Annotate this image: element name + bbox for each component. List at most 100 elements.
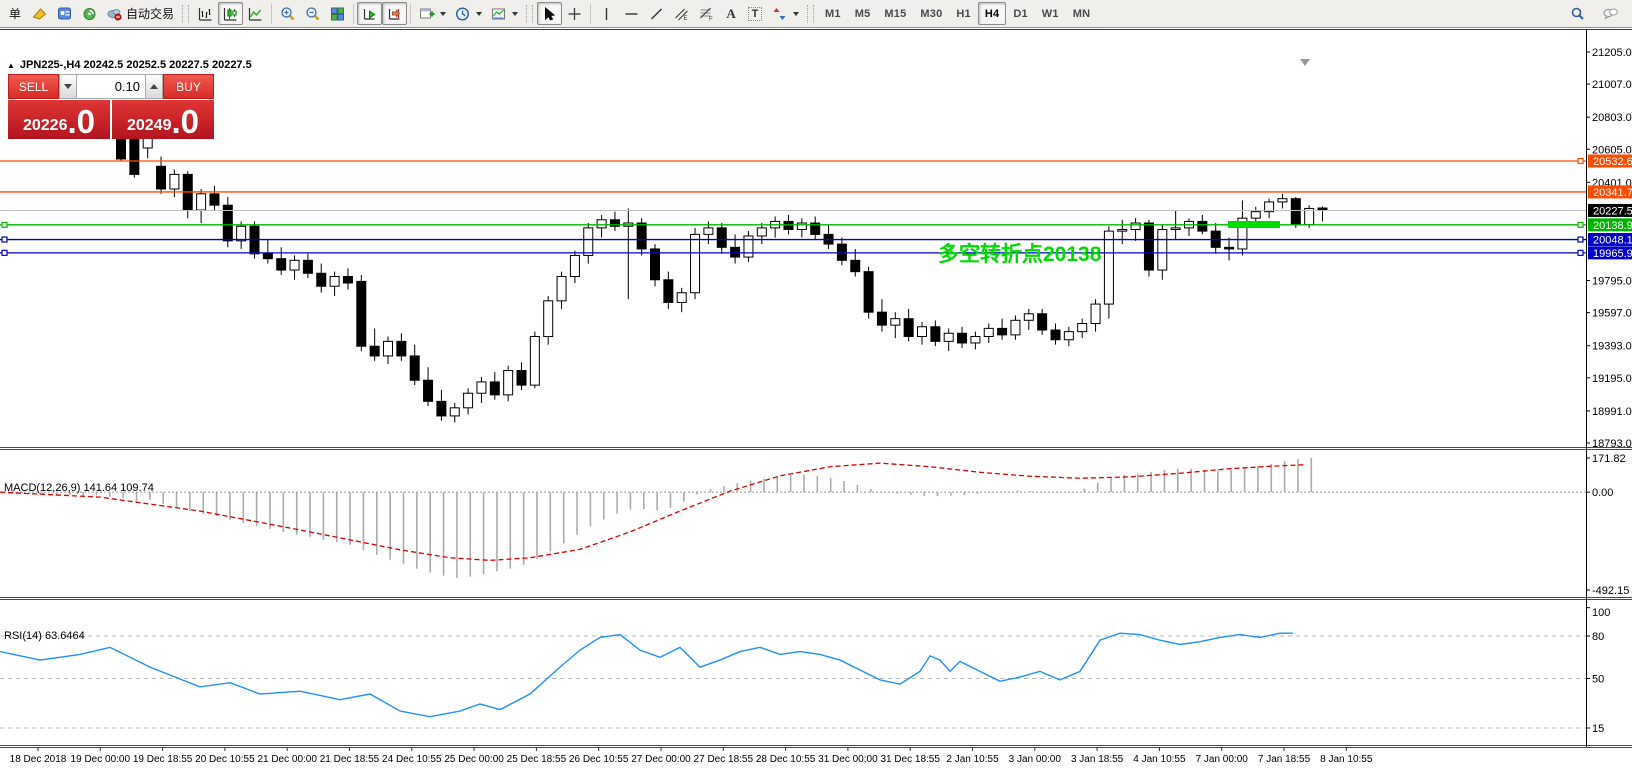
price-axis: 21205.021007.020803.020605.020401.019795… xyxy=(1586,30,1632,747)
tile-windows-button[interactable] xyxy=(325,2,350,25)
svg-text:20138.9: 20138.9 xyxy=(1593,220,1632,232)
fibonacci-glyph: F xyxy=(709,16,713,22)
toolbar-grip[interactable] xyxy=(182,4,190,23)
arrows-tool-button[interactable] xyxy=(767,2,803,25)
buy-button[interactable]: BUY xyxy=(163,74,214,99)
horizontal-line-icon xyxy=(623,6,640,22)
new-chart-button[interactable] xyxy=(414,2,450,25)
svg-text:4 Jan 10:55: 4 Jan 10:55 xyxy=(1133,754,1186,765)
svg-text:20048.1: 20048.1 xyxy=(1593,235,1632,247)
buy-price-main: 20249 xyxy=(126,117,172,134)
svg-text:171.82: 171.82 xyxy=(1592,453,1626,465)
svg-text:21007.0: 21007.0 xyxy=(1592,79,1632,91)
macd-signal-line xyxy=(0,462,1306,561)
timeframe-mn-button[interactable]: MN xyxy=(1072,7,1091,20)
chart-shift-marker-icon[interactable] xyxy=(1300,59,1310,66)
new-order-label: 单 xyxy=(8,7,21,21)
timeframe-m5-button[interactable]: M5 xyxy=(854,7,871,20)
rsi-indicator-label: RSI(14) 63.6464 xyxy=(4,630,85,642)
svg-text:50: 50 xyxy=(1592,673,1604,685)
timeframe-m30-button[interactable]: M30 xyxy=(920,7,943,20)
chart-shift-icon xyxy=(386,6,403,22)
terminal-button[interactable] xyxy=(77,2,102,25)
candlestick-chart-button[interactable] xyxy=(218,2,244,25)
price-label xyxy=(1588,218,1632,232)
toolbar-grip[interactable] xyxy=(807,4,815,23)
svg-text:25 Dec 18:55: 25 Dec 18:55 xyxy=(507,754,567,765)
chart-canvas[interactable]: 21205.021007.020803.020605.020401.019795… xyxy=(0,28,1632,774)
svg-text:20341.7: 20341.7 xyxy=(1593,187,1632,199)
toolbar-separator xyxy=(271,3,273,24)
chevron-down-icon xyxy=(64,84,72,89)
chart-shift-button[interactable] xyxy=(382,2,408,25)
periodicity-button[interactable] xyxy=(450,2,486,25)
channel-tool-button[interactable]: E xyxy=(669,2,694,25)
timeframe-h1-button[interactable]: H1 xyxy=(956,7,971,20)
zoom-in-button[interactable] xyxy=(275,2,300,25)
volume-increase-button[interactable] xyxy=(145,74,163,99)
svg-text:7 Jan 00:00: 7 Jan 00:00 xyxy=(1196,754,1249,765)
svg-text:21 Dec 18:55: 21 Dec 18:55 xyxy=(320,754,380,765)
text-label-tool-button[interactable]: T xyxy=(743,2,767,25)
text-tool-button[interactable]: A xyxy=(719,2,743,25)
svg-text:15: 15 xyxy=(1592,723,1604,735)
panel-collapse-icon[interactable]: ▲ xyxy=(7,60,15,70)
sell-price-frac: .0 xyxy=(67,103,96,140)
svg-text:24 Dec 10:55: 24 Dec 10:55 xyxy=(382,754,442,765)
cursor-tool-button[interactable] xyxy=(537,2,563,25)
svg-text:2 Jan 10:55: 2 Jan 10:55 xyxy=(946,754,999,765)
market-watch-button[interactable] xyxy=(27,2,52,25)
fibonacci-icon: F xyxy=(698,6,715,22)
vertical-line-tool-button[interactable] xyxy=(594,2,619,25)
rsi-line xyxy=(0,632,1293,718)
main-toolbar: 单 自动交易 xyxy=(0,0,1632,28)
svg-text:28 Dec 10:55: 28 Dec 10:55 xyxy=(756,754,816,765)
auto-scroll-button[interactable] xyxy=(357,2,383,25)
buy-price-display[interactable]: 20249.0 xyxy=(112,100,214,139)
timeframe-w1-button[interactable]: W1 xyxy=(1041,7,1059,20)
chart-annotation[interactable]: 多空转折点20138 xyxy=(938,243,1102,266)
trendline-tool-button[interactable] xyxy=(644,2,669,25)
crosshair-tool-button[interactable] xyxy=(562,2,587,25)
svg-text:100: 100 xyxy=(1592,607,1610,619)
volume-input[interactable]: 0.10 xyxy=(77,74,145,99)
svg-text:19195.0: 19195.0 xyxy=(1592,373,1632,385)
autotrading-button[interactable]: 自动交易 xyxy=(102,2,178,25)
zoom-out-button[interactable] xyxy=(300,2,325,25)
chart-window[interactable]: 21205.0 21007.0 20803.0 20605.0 20401.0 19795… xyxy=(0,28,1632,774)
green-trend-segment xyxy=(1228,221,1280,228)
sell-button[interactable]: SELL xyxy=(8,74,59,99)
timeframe-d1-button[interactable]: D1 xyxy=(1013,7,1028,20)
timeframe-m15-button[interactable]: M15 xyxy=(884,7,907,20)
timeframe-h4-button[interactable]: H4 xyxy=(977,2,1007,25)
svg-text:26 Dec 10:55: 26 Dec 10:55 xyxy=(569,754,629,765)
templates-button[interactable] xyxy=(486,2,522,25)
svg-text:19 Dec 00:00: 19 Dec 00:00 xyxy=(71,754,131,765)
toolbar-separator xyxy=(590,3,592,24)
dropdown-caret-icon xyxy=(476,11,483,16)
svg-text:20227.5: 20227.5 xyxy=(1593,205,1632,217)
navigator-button[interactable] xyxy=(52,2,77,25)
bar-chart-button[interactable] xyxy=(193,2,218,25)
community-chat-button[interactable] xyxy=(1598,2,1623,25)
svg-text:-492.15: -492.15 xyxy=(1592,585,1629,597)
macd-indicator-label: MACD(12,26,9) 141.64 109.74 xyxy=(4,482,154,494)
search-button[interactable] xyxy=(1565,2,1590,25)
volume-decrease-button[interactable] xyxy=(59,74,77,99)
line-chart-button[interactable] xyxy=(243,2,268,25)
fibonacci-tool-button[interactable]: F xyxy=(694,2,719,25)
chart-title-text: JPN225-,H4 20242.5 20252.5 20227.5 20227… xyxy=(19,59,252,71)
sell-price-main: 20226 xyxy=(22,117,68,134)
new-order-button[interactable]: 单 xyxy=(3,2,27,25)
timeframe-m1-button[interactable]: M1 xyxy=(825,7,841,20)
autotrading-label: 自动交易 xyxy=(126,7,175,21)
price-label xyxy=(1588,246,1632,260)
chevron-up-icon xyxy=(150,84,158,89)
toolbar-right-icons xyxy=(1565,2,1629,25)
toolbar-grip[interactable] xyxy=(526,4,534,23)
sell-price-display[interactable]: 20226.0 xyxy=(8,100,110,139)
svg-text:20605.0: 20605.0 xyxy=(1592,144,1632,156)
horizontal-line-tool-button[interactable] xyxy=(619,2,644,25)
svg-text:20803.0: 20803.0 xyxy=(1592,112,1632,124)
